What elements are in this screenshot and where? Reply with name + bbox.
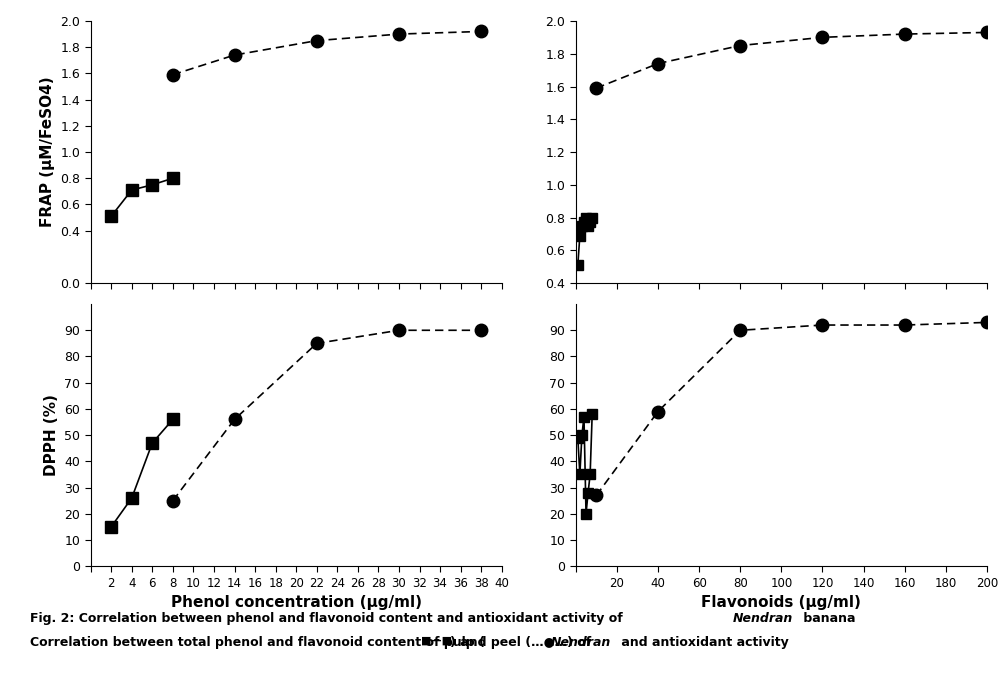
Text: Nendran: Nendran — [733, 612, 794, 625]
Text: Fig. 2: Correlation between phenol and flavonoid content and antioxidant activit: Fig. 2: Correlation between phenol and f… — [30, 612, 627, 625]
Y-axis label: DPPH (%): DPPH (%) — [43, 394, 58, 476]
Text: Correlation between total phenol and flavonoid content of pulp (: Correlation between total phenol and fla… — [30, 636, 485, 649]
Text: ) and peel (…●…) of: ) and peel (…●…) of — [450, 636, 596, 649]
X-axis label: Phenol concentration (μg/ml): Phenol concentration (μg/ml) — [171, 595, 422, 610]
Y-axis label: FRAP (μM/FeSO4): FRAP (μM/FeSO4) — [39, 77, 54, 227]
X-axis label: Flavonoids (μg/ml): Flavonoids (μg/ml) — [701, 595, 861, 610]
Text: and antioxidant activity: and antioxidant activity — [617, 636, 789, 649]
Text: banana: banana — [799, 612, 855, 625]
Text: ■—■: ■—■ — [421, 636, 453, 646]
Text: Nendran: Nendran — [551, 636, 611, 649]
